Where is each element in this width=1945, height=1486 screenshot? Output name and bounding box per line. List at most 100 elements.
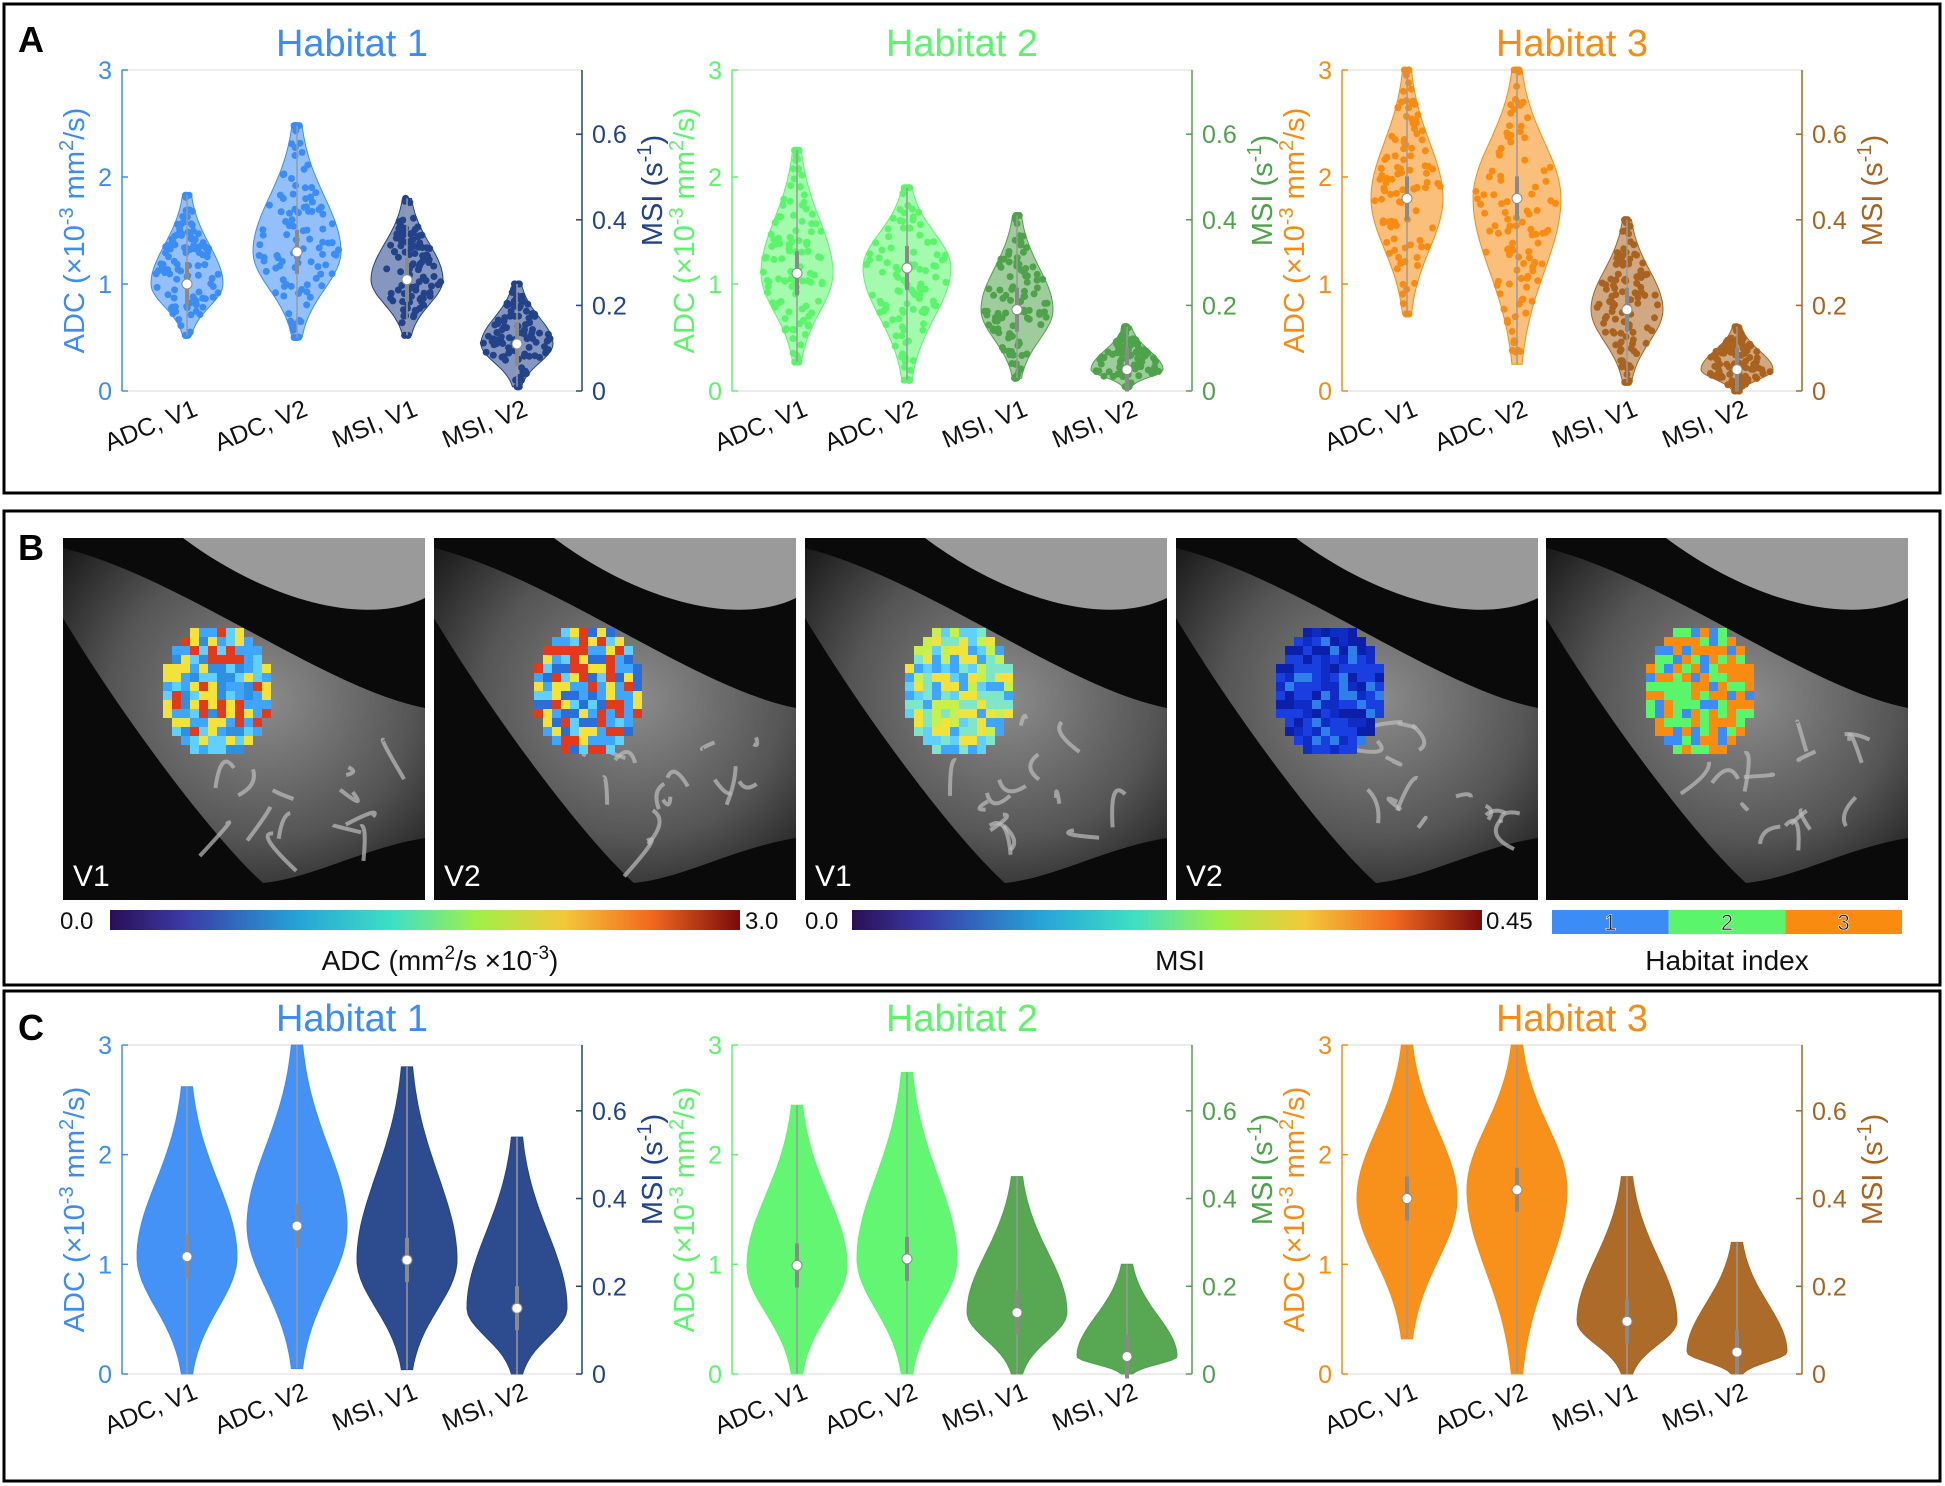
overlay-voxel bbox=[1700, 673, 1709, 682]
right-tick-label: 0.4 bbox=[1202, 1186, 1237, 1214]
violin-median bbox=[1621, 304, 1633, 316]
violin-point bbox=[1485, 173, 1493, 181]
category-label: MSI, V2 bbox=[1048, 395, 1141, 454]
overlay-voxel bbox=[1691, 646, 1700, 655]
overlay-voxel bbox=[570, 682, 579, 691]
violin-median bbox=[401, 1254, 413, 1266]
overlay-voxel bbox=[977, 745, 986, 754]
violin-point bbox=[807, 228, 815, 236]
overlay-voxel bbox=[1348, 673, 1357, 682]
overlay-voxel bbox=[1366, 718, 1375, 727]
overlay-voxel bbox=[932, 727, 941, 736]
violin-point bbox=[770, 236, 778, 244]
violin-point bbox=[1371, 197, 1379, 205]
violin-median bbox=[1621, 1315, 1633, 1327]
overlay-voxel bbox=[1646, 673, 1655, 682]
overlay-voxel bbox=[941, 673, 950, 682]
overlay-voxel bbox=[606, 673, 615, 682]
violin-point bbox=[1030, 290, 1038, 298]
violin-point bbox=[1528, 190, 1536, 198]
overlay-voxel bbox=[534, 709, 543, 718]
overlay-voxel bbox=[597, 700, 606, 709]
violin-point bbox=[1538, 260, 1546, 268]
violin-point bbox=[1738, 339, 1746, 347]
violin-median bbox=[901, 262, 913, 274]
violin-point bbox=[1393, 265, 1401, 273]
overlay-voxel bbox=[1339, 673, 1348, 682]
violin-point bbox=[1041, 308, 1048, 316]
violin-point bbox=[1472, 187, 1480, 195]
right-axis-label: MSI (s-1) bbox=[1244, 135, 1279, 246]
overlay-voxel bbox=[163, 691, 172, 700]
mri-image-5 bbox=[1546, 538, 1908, 900]
violin-point bbox=[277, 208, 285, 216]
violin-point bbox=[298, 148, 306, 156]
overlay-voxel bbox=[579, 718, 588, 727]
left-tick-label: 0 bbox=[98, 378, 112, 406]
overlay-voxel bbox=[561, 709, 570, 718]
overlay-voxel bbox=[1709, 628, 1718, 637]
overlay-voxel bbox=[1655, 709, 1664, 718]
right-tick-label: 0.2 bbox=[592, 292, 627, 320]
overlay-voxel bbox=[633, 664, 642, 673]
violin-point bbox=[790, 211, 797, 219]
overlay-voxel bbox=[905, 673, 914, 682]
overlay-voxel bbox=[1339, 736, 1348, 745]
left-tick-label: 3 bbox=[98, 57, 112, 85]
overlay-voxel bbox=[199, 745, 208, 754]
violin-point bbox=[798, 217, 806, 225]
overlay-voxel bbox=[1330, 709, 1339, 718]
overlay-voxel bbox=[1745, 700, 1754, 709]
overlay-voxel bbox=[588, 628, 597, 637]
overlay-voxel bbox=[932, 646, 941, 655]
overlay-voxel bbox=[1691, 682, 1700, 691]
violin-median bbox=[1511, 1184, 1523, 1196]
overlay-voxel bbox=[986, 637, 995, 646]
overlay-voxel bbox=[1727, 682, 1736, 691]
violin-point bbox=[798, 305, 806, 313]
violin-median bbox=[1011, 1307, 1023, 1319]
overlay-voxel bbox=[959, 673, 968, 682]
overlay-voxel bbox=[977, 628, 986, 637]
overlay-voxel bbox=[226, 646, 235, 655]
violin-point bbox=[1613, 254, 1621, 262]
overlay-voxel bbox=[561, 646, 570, 655]
violin-point bbox=[1742, 364, 1750, 372]
overlay-voxel bbox=[1330, 691, 1339, 700]
violin-point bbox=[787, 275, 795, 283]
overlay-voxel bbox=[615, 673, 624, 682]
overlay-voxel bbox=[199, 682, 208, 691]
violin-point bbox=[170, 257, 178, 265]
violin-point bbox=[879, 268, 886, 276]
violin-point bbox=[1504, 215, 1512, 223]
tissue-strand bbox=[237, 768, 256, 798]
overlay-voxel bbox=[244, 646, 253, 655]
tissue-strand bbox=[1841, 795, 1858, 828]
violin-point bbox=[1753, 354, 1761, 362]
overlay-voxel bbox=[588, 709, 597, 718]
violin-point bbox=[1498, 200, 1506, 208]
violin-point bbox=[891, 342, 899, 350]
overlay-voxel bbox=[588, 655, 597, 664]
violin-point bbox=[1758, 366, 1766, 374]
violin-point bbox=[279, 171, 287, 179]
violin-point bbox=[1509, 246, 1517, 254]
chart-title: Habitat 2 bbox=[886, 23, 1038, 65]
overlay-voxel bbox=[968, 709, 977, 718]
overlay-voxel bbox=[905, 709, 914, 718]
overlay-voxel bbox=[1366, 727, 1375, 736]
overlay-voxel bbox=[1312, 718, 1321, 727]
overlay-voxel bbox=[543, 709, 552, 718]
violin-point bbox=[397, 268, 405, 276]
violin-chart-c-3: Habitat 3 0 1 2 3 0 0.2 0.4 0.6 ADC (×10-3 mm2/s)… bbox=[1276, 998, 1889, 1440]
overlay-voxel bbox=[986, 682, 995, 691]
overlay-voxel bbox=[968, 637, 977, 646]
violin-point bbox=[179, 213, 187, 220]
overlay-voxel bbox=[1312, 709, 1321, 718]
right-tick-label: 0.2 bbox=[1202, 1273, 1237, 1301]
violin-point bbox=[781, 315, 789, 322]
overlay-voxel bbox=[606, 646, 615, 655]
category-label: ADC, V2 bbox=[1431, 395, 1532, 457]
violin-point bbox=[779, 201, 787, 209]
tissue-strand bbox=[665, 769, 690, 788]
